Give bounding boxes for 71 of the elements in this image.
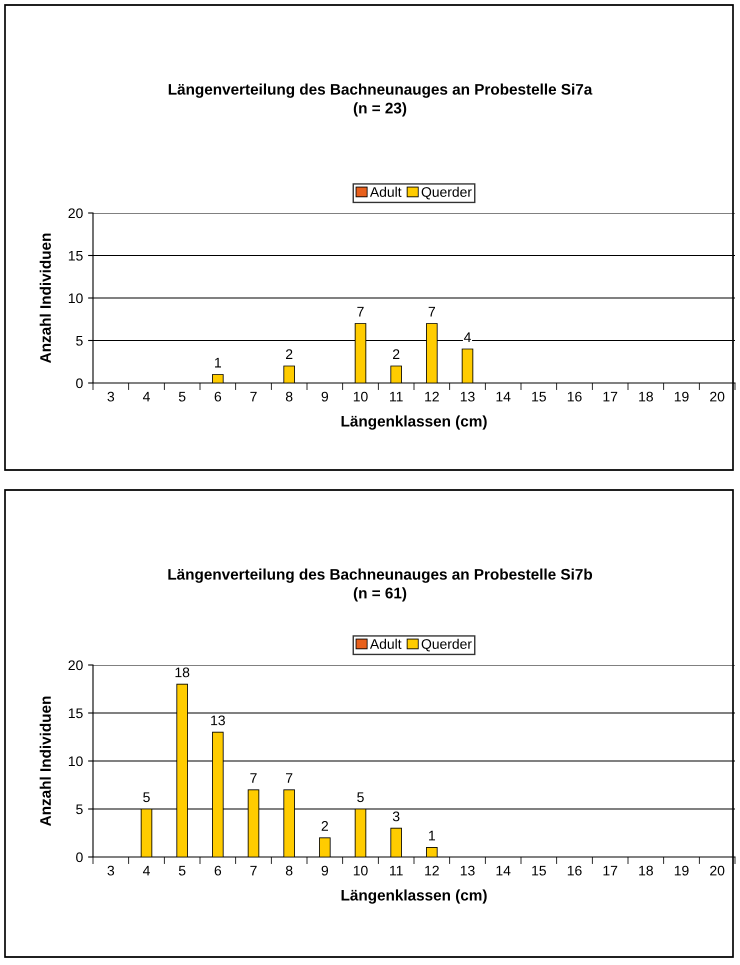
x-tick-label: 8 — [286, 866, 292, 876]
x-tick-label: 14 — [496, 392, 510, 402]
chart-title: Längenverteilung des Bachneunauges an Probestelle Si7b (n = 61) — [168, 568, 592, 602]
legend-label: Adult — [370, 186, 402, 197]
x-tick-label: 5 — [178, 392, 186, 402]
data-label: 5 — [357, 792, 364, 802]
x-tick-label: 10 — [354, 392, 368, 402]
data-label: 4 — [464, 332, 471, 342]
y-tick-label: 20 — [68, 208, 83, 218]
legend-label: Adult — [370, 638, 402, 649]
x-tick-label: 18 — [639, 392, 653, 402]
data-label: 1 — [429, 830, 436, 840]
legend-label: Querder — [422, 638, 472, 652]
x-tick-label: 10 — [354, 866, 368, 876]
y-tick-label: 10 — [68, 756, 83, 766]
x-tick-label: 3 — [108, 866, 114, 876]
x-tick-label: 6 — [214, 866, 222, 876]
data-label: 3 — [392, 811, 400, 822]
x-tick-label: 13 — [460, 392, 475, 402]
x-tick-label: 13 — [460, 866, 475, 876]
x-tick-label: 11 — [390, 392, 403, 402]
x-tick-label: 17 — [604, 392, 618, 402]
y-tick-label: 5 — [76, 336, 83, 346]
y-tick-label: 15 — [68, 250, 83, 261]
x-tick-label: 20 — [710, 866, 724, 876]
data-label: 1 — [215, 358, 222, 368]
x-tick-label: 14 — [496, 866, 510, 876]
data-label: 18 — [176, 667, 190, 678]
x-tick-label: 11 — [390, 866, 403, 876]
data-label: 2 — [322, 821, 328, 831]
x-tick-label: 18 — [639, 866, 653, 876]
data-label: 2 — [286, 349, 292, 359]
y-tick-label: 0 — [76, 852, 83, 862]
x-tick-label: 9 — [322, 866, 328, 876]
x-tick-label: 16 — [568, 392, 582, 402]
x-tick-label: 4 — [142, 866, 150, 876]
data-label: 7 — [428, 306, 435, 316]
y-axis-title: Anzahl Individuen — [40, 234, 51, 363]
data-label: 7 — [357, 306, 364, 316]
data-label: 2 — [393, 349, 400, 359]
data-label: 7 — [286, 773, 292, 783]
x-tick-label: 19 — [674, 866, 689, 876]
x-tick-label: 3 — [108, 392, 114, 402]
y-axis-title: Anzahl Individuen — [40, 696, 51, 826]
x-tick-label: 15 — [532, 866, 546, 876]
x-axis-title: Längenklassen (cm) — [342, 889, 487, 904]
y-tick-label: 0 — [76, 378, 83, 388]
x-tick-label: 19 — [674, 392, 689, 402]
y-tick-label: 20 — [68, 660, 83, 670]
y-tick-label: 5 — [76, 804, 83, 814]
x-tick-label: 17 — [604, 866, 618, 876]
x-tick-label: 20 — [710, 392, 724, 402]
y-tick-label: 15 — [68, 708, 83, 718]
x-tick-label: 5 — [178, 866, 186, 876]
x-tick-label: 7 — [250, 866, 257, 876]
x-tick-label: 12 — [425, 392, 439, 402]
x-tick-label: 15 — [532, 392, 546, 402]
x-tick-label: 7 — [250, 392, 257, 402]
x-tick-label: 4 — [142, 392, 150, 402]
data-label: 7 — [250, 773, 257, 783]
x-tick-label: 8 — [286, 392, 292, 402]
data-label: 5 — [143, 792, 150, 802]
x-tick-label: 16 — [568, 866, 582, 876]
x-tick-label: 9 — [322, 392, 328, 402]
x-tick-label: 6 — [214, 392, 222, 402]
x-axis-title: Längenklassen (cm) — [342, 415, 487, 430]
y-tick-label: 10 — [68, 293, 83, 304]
legend-label: Querder — [422, 186, 472, 200]
x-tick-label: 12 — [425, 866, 439, 876]
data-label: 13 — [211, 715, 225, 726]
chart-title: Längenverteilung des Bachneunauges an Probestelle Si7a (n = 23) — [168, 84, 592, 116]
